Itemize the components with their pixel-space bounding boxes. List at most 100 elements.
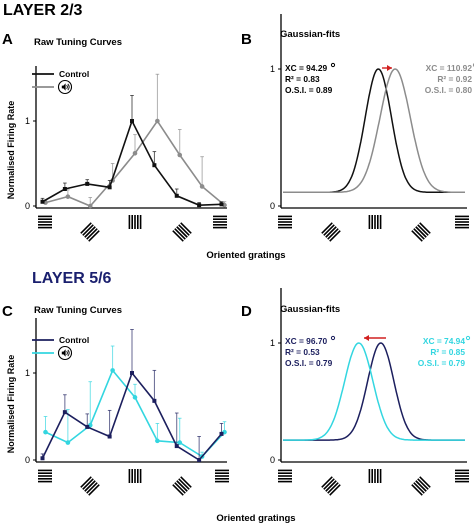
legend: Control xyxy=(32,69,89,95)
fit-curve-treated xyxy=(283,68,465,194)
antidiagonal-grating-icon xyxy=(172,476,192,496)
speaker-icon xyxy=(57,79,73,95)
panel-title: Raw Tuning Curves xyxy=(34,37,122,48)
data-point xyxy=(87,203,93,209)
horizontal-grating-icon xyxy=(215,469,229,483)
fit-curve-treated xyxy=(283,342,465,441)
data-point xyxy=(174,444,179,449)
grating-bar xyxy=(323,224,335,236)
layer-0: LAYER 2/3 Normalised Firing Rate Oriented … xyxy=(2,2,474,261)
grating-bar xyxy=(84,226,96,238)
series-control xyxy=(40,329,224,462)
panel-letter: D xyxy=(241,303,252,320)
axes: 01 xyxy=(270,288,469,496)
data-point xyxy=(174,193,179,198)
data-point xyxy=(177,152,183,158)
series-control xyxy=(40,95,224,208)
layer-title: LAYER 2/3 xyxy=(3,2,83,19)
grating-bar xyxy=(88,484,100,496)
grating-bar xyxy=(86,482,98,494)
panel-title: Gaussian-fits xyxy=(280,29,340,40)
xc-value: XC = 94.29 xyxy=(285,63,327,73)
grating-bar xyxy=(329,230,341,242)
grating-bar xyxy=(174,228,186,240)
grating-bar xyxy=(178,478,190,490)
data-point xyxy=(62,410,67,415)
legend-control-label: Control xyxy=(59,69,89,79)
xc-value: XC = 110.92 xyxy=(426,63,473,73)
shift-arrow-icon xyxy=(382,65,392,71)
grating-bar xyxy=(86,228,98,240)
data-point xyxy=(152,398,157,403)
grating-bar xyxy=(180,222,192,234)
y-tick-label: 1 xyxy=(25,116,30,126)
data-point xyxy=(155,438,160,444)
osi-value: O.S.I. = 0.89 xyxy=(285,85,333,95)
data-point xyxy=(110,368,115,373)
arrow-head xyxy=(364,335,369,341)
panel-title: Raw Tuning Curves xyxy=(34,305,122,316)
diagonal-grating-icon xyxy=(80,476,100,496)
legend: Control xyxy=(32,335,89,361)
series-line xyxy=(45,368,226,458)
data-point xyxy=(85,424,90,429)
x-axis-label: Oriented gratings xyxy=(206,250,285,261)
data-point xyxy=(65,440,71,445)
degree-icon xyxy=(330,335,336,341)
grating-bar xyxy=(321,222,333,234)
speaker-wave xyxy=(66,84,68,90)
grating-bar xyxy=(172,230,184,242)
xc-value: XC = 74.94 xyxy=(423,336,465,346)
data-point xyxy=(219,431,224,436)
grating-bar xyxy=(325,226,337,238)
degree-icon xyxy=(465,335,471,341)
vertical-grating-icon xyxy=(128,215,142,229)
horizontal-grating-icon xyxy=(455,215,469,229)
grating-bar xyxy=(80,476,92,488)
degree-icon xyxy=(330,62,336,68)
grating-bar xyxy=(82,224,94,236)
series-line xyxy=(41,371,223,462)
grating-bar xyxy=(176,480,188,492)
y-tick-label: 1 xyxy=(270,338,275,348)
grating-bar xyxy=(180,476,192,488)
grating-bar xyxy=(321,476,333,488)
grating-bar xyxy=(411,484,423,496)
y-tick-label: 1 xyxy=(270,64,275,74)
series-line xyxy=(45,119,226,207)
horizontal-grating-icon xyxy=(455,469,469,483)
grating-bar xyxy=(327,228,339,240)
x-axis-label: Oriented gratings xyxy=(216,513,295,524)
antidiagonal-grating-icon xyxy=(411,476,431,496)
horizontal-grating-icon xyxy=(213,215,227,229)
grating-bar xyxy=(327,482,339,494)
grating-bar xyxy=(417,478,429,490)
data-point xyxy=(199,184,205,189)
grating-bar xyxy=(172,484,184,496)
data-point xyxy=(65,194,71,199)
panel-letter: C xyxy=(2,303,13,320)
osi-value: O.S.I. = 0.80 xyxy=(425,85,473,95)
grating-bar xyxy=(84,480,96,492)
axes: 01 xyxy=(25,66,227,242)
diagonal-grating-icon xyxy=(321,476,341,496)
speaker-wave xyxy=(67,349,70,357)
data-point xyxy=(85,181,90,186)
grating-bar xyxy=(176,226,188,238)
grating-bar xyxy=(415,480,427,492)
antidiagonal-grating-icon xyxy=(172,222,192,242)
series-line xyxy=(42,118,222,206)
horizontal-grating-icon xyxy=(278,469,292,483)
grating-bar xyxy=(413,482,425,494)
data-point xyxy=(62,187,67,191)
y-axis-label: Normalised Firing Rate xyxy=(6,355,16,454)
data-point xyxy=(130,119,134,123)
speaker-wave xyxy=(66,350,68,356)
antidiagonal-grating-icon xyxy=(411,222,431,242)
speaker-body xyxy=(61,83,66,91)
